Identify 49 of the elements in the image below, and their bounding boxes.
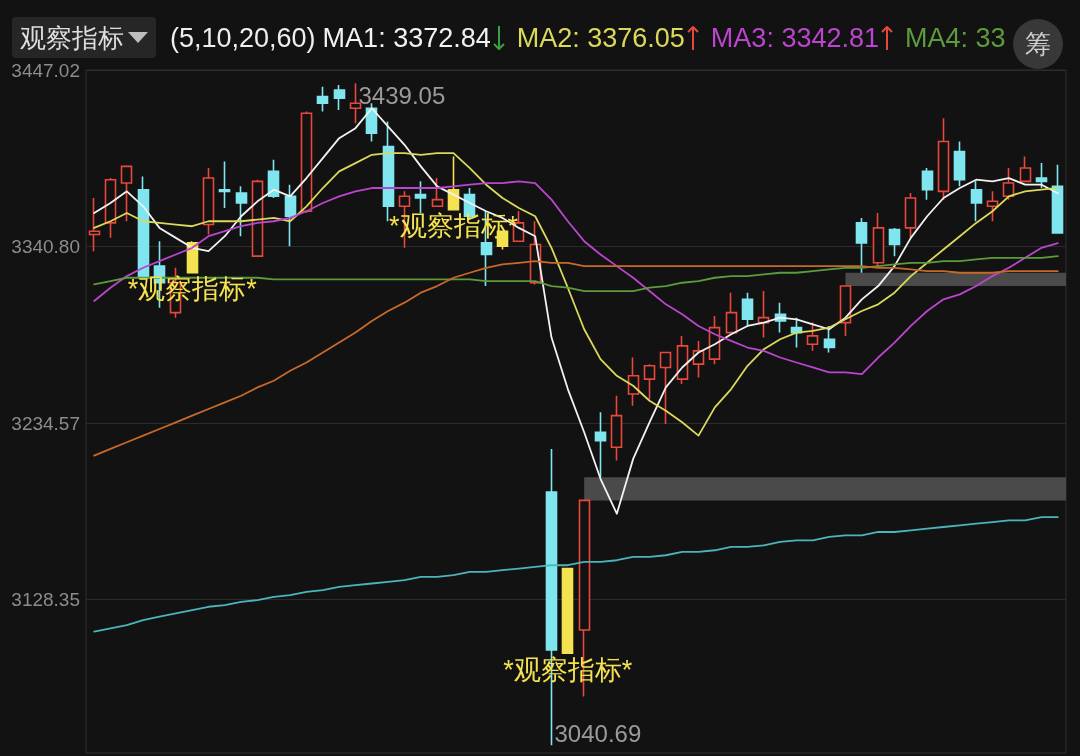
candlestick xyxy=(1002,167,1015,201)
candlestick xyxy=(953,140,966,188)
candlestick xyxy=(431,177,444,208)
annotation: 3439.05 xyxy=(358,81,446,109)
chart-title: 观察指标 xyxy=(20,22,124,53)
y-tick-label: 3340.80 xyxy=(11,236,80,258)
candlestick xyxy=(904,192,917,239)
text: MA2: 3376.05 xyxy=(516,22,685,54)
text: MA4: 33 xyxy=(904,22,1006,54)
line-series xyxy=(93,516,1059,633)
dropdown-button: 观察指标 xyxy=(12,17,156,58)
candlestick xyxy=(872,212,885,267)
line-series xyxy=(93,107,1059,515)
candlestick xyxy=(284,183,297,247)
candlestick xyxy=(855,217,868,274)
candlestick xyxy=(888,227,901,257)
candlestick xyxy=(218,160,231,209)
candlestick xyxy=(561,567,574,655)
text: MA3: 3342.81 xyxy=(710,22,879,54)
candlestick xyxy=(823,325,836,354)
candlestick xyxy=(610,394,623,462)
candlestick xyxy=(235,185,248,238)
candlestick xyxy=(986,190,999,223)
candlestick xyxy=(659,351,672,425)
candlestick xyxy=(88,197,101,252)
y-tick-label: 3128.35 xyxy=(11,589,80,611)
y-tick-label: 3234.57 xyxy=(11,412,80,434)
line-series xyxy=(93,180,1059,376)
candlestick xyxy=(202,167,215,236)
candlestick xyxy=(594,411,607,478)
legend-title: (5,10,20,60) xyxy=(170,22,316,54)
line-series xyxy=(93,260,1059,457)
line-series xyxy=(93,152,1059,437)
candlestick xyxy=(643,363,656,400)
candlestick xyxy=(414,180,427,214)
candlestick xyxy=(333,84,346,111)
candlestick xyxy=(741,291,754,327)
candlestick xyxy=(970,180,983,223)
candlestick xyxy=(921,167,934,201)
candlestick xyxy=(1035,162,1048,189)
y-tick-label: 3447.02 xyxy=(11,59,80,81)
text: MA1: 3372.84 xyxy=(322,22,491,54)
candlestick xyxy=(316,85,329,113)
candlestick xyxy=(937,117,950,201)
candlestick xyxy=(725,291,738,334)
candlestick xyxy=(1019,155,1032,183)
annotation: 3040.69 xyxy=(554,719,642,747)
candlestick xyxy=(120,165,133,223)
candlestick xyxy=(1051,163,1064,234)
